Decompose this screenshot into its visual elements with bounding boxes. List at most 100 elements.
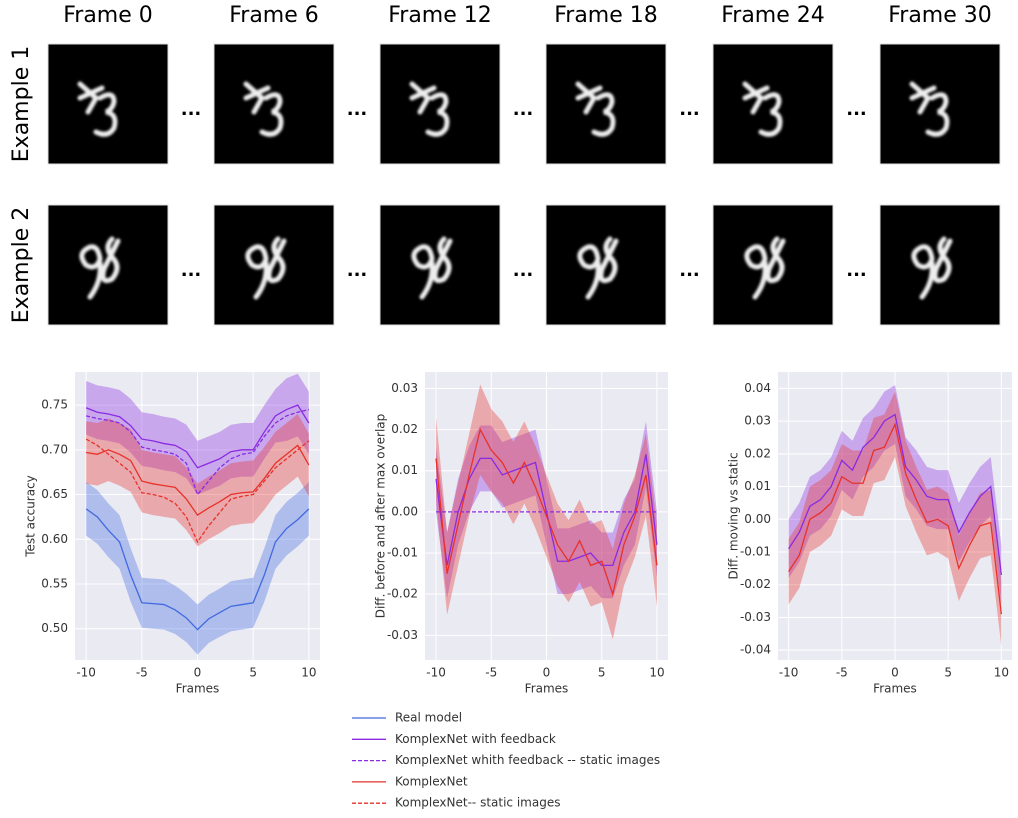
digit-stroke bbox=[77, 85, 105, 101]
y-tick-label: 0.70 bbox=[41, 442, 68, 456]
digit-strokes bbox=[909, 81, 950, 137]
y-tick-label: 0.01 bbox=[744, 479, 771, 493]
digit-stroke bbox=[911, 244, 935, 270]
error-band bbox=[86, 482, 309, 655]
x-tick-label: 0 bbox=[891, 666, 899, 680]
series-line bbox=[788, 413, 1003, 575]
ellipsis: ... bbox=[181, 260, 202, 281]
digit-stroke bbox=[765, 236, 786, 284]
series-line bbox=[788, 422, 1003, 615]
column-title: Frame 18 bbox=[554, 3, 658, 28]
digit-strokes bbox=[577, 236, 619, 300]
series-line bbox=[86, 444, 310, 516]
ellipsis: ... bbox=[181, 99, 202, 120]
row-label: Example 2 bbox=[9, 207, 34, 323]
x-tick-label: 5 bbox=[598, 666, 606, 680]
digit-strokes bbox=[911, 236, 953, 300]
digit-stroke bbox=[243, 85, 271, 101]
ellipsis: ... bbox=[846, 99, 867, 120]
y-axis-label: Test accuracy bbox=[24, 475, 38, 558]
series-line bbox=[85, 408, 310, 496]
digit-stroke bbox=[259, 92, 284, 137]
legend-label: KomplexNet-- static images bbox=[395, 796, 560, 810]
digit-stroke bbox=[245, 244, 269, 270]
digit-stroke bbox=[77, 81, 100, 115]
y-tick-label: -0.04 bbox=[740, 643, 771, 657]
y-tick-label: 0.04 bbox=[744, 381, 771, 395]
digit-stroke bbox=[742, 81, 765, 115]
y-axis-label: Diff. before and after max overlap bbox=[374, 414, 388, 619]
column-title: Frame 24 bbox=[721, 3, 825, 28]
x-tick-label: 10 bbox=[994, 666, 1009, 680]
frame-image bbox=[712, 43, 834, 165]
error-band bbox=[86, 414, 309, 547]
frame-image bbox=[47, 43, 169, 165]
x-tick-label: -5 bbox=[136, 666, 148, 680]
digit-stroke bbox=[752, 260, 768, 300]
digit-strokes bbox=[744, 236, 786, 300]
x-tick-label: 0 bbox=[194, 666, 202, 680]
ellipsis: ... bbox=[846, 260, 867, 281]
x-tick-label: -10 bbox=[426, 666, 446, 680]
x-axis-label: Frames bbox=[176, 682, 220, 696]
x-tick-label: 0 bbox=[543, 666, 551, 680]
y-tick-label: -0.03 bbox=[387, 628, 418, 642]
column-title: Frame 0 bbox=[63, 3, 153, 28]
digit-stroke bbox=[100, 236, 121, 284]
frame-image bbox=[545, 43, 667, 165]
digit-stroke bbox=[575, 85, 603, 101]
y-tick-label: 0.60 bbox=[41, 532, 68, 546]
digit-stroke bbox=[742, 85, 770, 101]
digit-stroke bbox=[411, 244, 435, 270]
x-axis-label: Frames bbox=[873, 682, 917, 696]
digit-stroke bbox=[87, 260, 103, 300]
digit-strokes bbox=[79, 236, 121, 300]
series-line bbox=[85, 438, 310, 544]
x-tick-label: -10 bbox=[76, 666, 96, 680]
y-tick-label: -0.02 bbox=[387, 587, 418, 601]
digit-stroke bbox=[243, 81, 266, 115]
column-title: Frame 6 bbox=[229, 3, 319, 28]
y-tick-label: 0.00 bbox=[391, 504, 418, 518]
y-tick-label: -0.03 bbox=[740, 610, 771, 624]
x-tick-label: -5 bbox=[836, 666, 848, 680]
digit-stroke bbox=[409, 81, 432, 115]
error-band bbox=[788, 391, 1002, 647]
ellipsis: ... bbox=[347, 99, 368, 120]
series-line bbox=[85, 404, 310, 469]
digit-stroke bbox=[266, 236, 287, 284]
y-tick-label: 0.03 bbox=[744, 414, 771, 428]
ellipsis: ... bbox=[513, 99, 534, 120]
digit-stroke bbox=[591, 92, 616, 137]
frame-image bbox=[712, 204, 834, 326]
digit-strokes bbox=[245, 236, 287, 300]
ellipsis: ... bbox=[513, 260, 534, 281]
series-line bbox=[85, 508, 310, 631]
digit-stroke bbox=[425, 92, 450, 137]
x-tick-label: -10 bbox=[779, 666, 799, 680]
digit-stroke bbox=[577, 244, 601, 270]
ellipsis: ... bbox=[679, 99, 700, 120]
ellipsis: ... bbox=[679, 260, 700, 281]
y-tick-label: 0.01 bbox=[391, 463, 418, 477]
ellipsis: ... bbox=[347, 260, 368, 281]
y-tick-label: 0.03 bbox=[391, 381, 418, 395]
frame-image bbox=[213, 43, 335, 165]
legend-label: KomplexNet whith feedback -- static imag… bbox=[395, 753, 660, 767]
digit-stroke bbox=[79, 244, 103, 270]
digit-strokes bbox=[409, 81, 450, 137]
y-axis-label: Diff. moving vs static bbox=[727, 452, 741, 579]
digit-stroke bbox=[585, 260, 601, 300]
error-band bbox=[788, 385, 1002, 605]
frame-image bbox=[879, 43, 1001, 165]
y-tick-label: 0.02 bbox=[391, 422, 418, 436]
frame-image bbox=[379, 43, 501, 165]
x-tick-label: 10 bbox=[649, 666, 664, 680]
row-label: Example 1 bbox=[9, 46, 34, 162]
x-axis-label: Frames bbox=[525, 682, 569, 696]
x-tick-label: 10 bbox=[301, 666, 316, 680]
x-tick-label: -5 bbox=[485, 666, 497, 680]
x-tick-label: 5 bbox=[944, 666, 952, 680]
legend-label: KomplexNet bbox=[395, 774, 468, 788]
